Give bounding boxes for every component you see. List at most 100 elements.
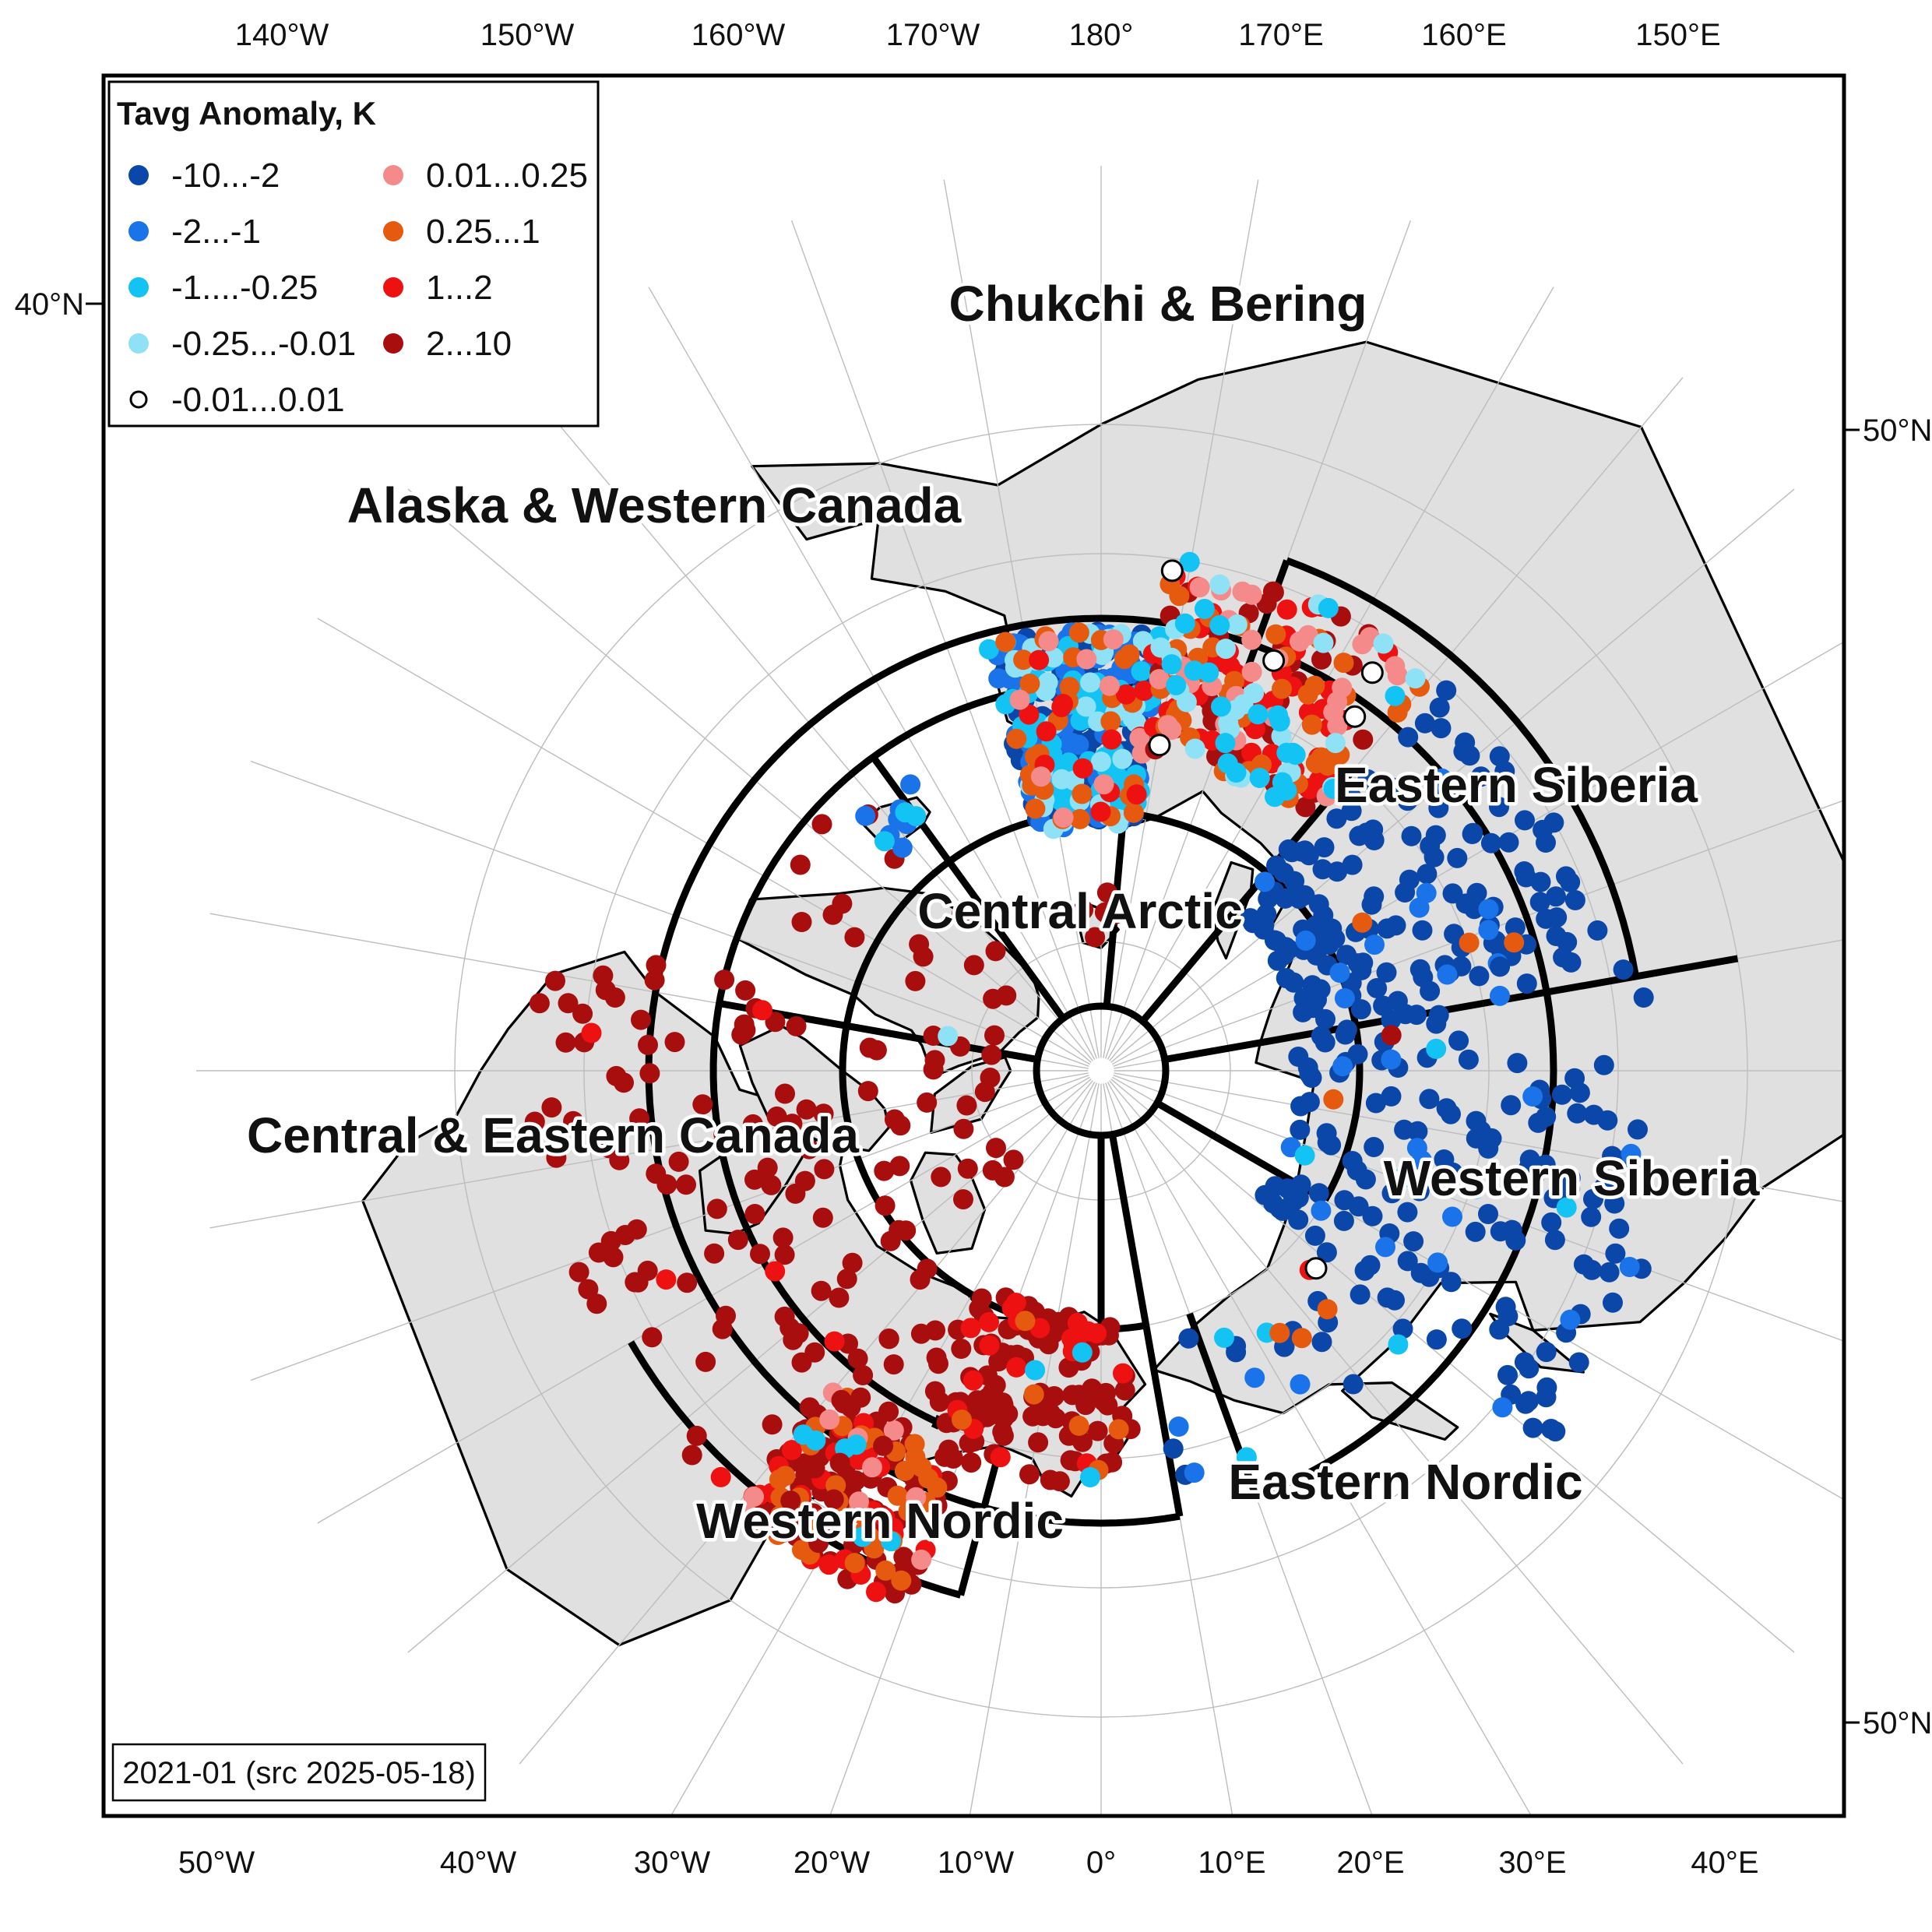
date-stamp-box	[111, 1743, 487, 1802]
station-point	[1515, 867, 1536, 888]
station-point	[875, 1195, 896, 1216]
station-point	[593, 965, 614, 986]
station-point	[1334, 988, 1355, 1008]
station-point	[1360, 661, 1384, 684]
station-point	[905, 970, 926, 991]
station-point	[1398, 727, 1419, 748]
station-point	[1444, 924, 1465, 945]
station-point	[962, 1370, 984, 1391]
station-point	[1431, 718, 1452, 739]
station-point	[1350, 1284, 1371, 1305]
station-point	[1556, 1197, 1577, 1218]
station-point	[765, 1261, 786, 1282]
station-point	[1605, 1243, 1626, 1264]
station-point	[1325, 733, 1346, 754]
station-point	[1323, 1089, 1344, 1110]
station-point	[1179, 551, 1200, 572]
station-point	[808, 1533, 829, 1554]
map-frame	[101, 73, 1846, 1818]
station-point	[971, 1288, 992, 1309]
meridian-line	[209, 1072, 1089, 1229]
station-point	[563, 1110, 584, 1131]
station-point	[1100, 711, 1121, 732]
station-point	[782, 1114, 803, 1135]
station-point	[992, 1392, 1013, 1413]
station-point	[731, 1024, 752, 1045]
meridian-line	[250, 760, 1089, 1067]
station-point	[1478, 1204, 1498, 1224]
station-point	[1276, 968, 1297, 989]
station-point	[900, 774, 921, 795]
station-point	[1085, 927, 1106, 948]
station-point	[1603, 1292, 1623, 1313]
station-points	[524, 551, 1654, 1604]
station-point	[1504, 932, 1525, 953]
legend-label: -0.01...0.01	[171, 381, 345, 419]
station-point	[1604, 1193, 1625, 1214]
station-point	[1609, 1218, 1630, 1239]
station-point	[1080, 1467, 1100, 1487]
station-point	[910, 1269, 931, 1290]
region-label-alaska: Alaska & Western Canada	[347, 477, 962, 533]
station-point	[1547, 907, 1568, 928]
legend-label: 0.01...0.25	[426, 157, 588, 195]
region-boundary	[1108, 1133, 1150, 1326]
meridian-line	[1107, 1082, 1533, 1816]
station-point	[1351, 959, 1372, 980]
station-point	[1442, 883, 1463, 904]
station-point	[862, 1457, 882, 1478]
station-point	[796, 1099, 817, 1120]
station-point	[677, 1272, 698, 1293]
station-point	[1025, 1360, 1046, 1381]
region-label-western-siberia: Western Siberia	[1384, 1150, 1760, 1206]
station-point	[1273, 862, 1294, 883]
station-point	[790, 854, 811, 875]
station-point	[961, 1452, 982, 1473]
station-point	[786, 1015, 807, 1036]
station-point	[1198, 662, 1219, 683]
station-point	[604, 987, 625, 1008]
station-point	[1150, 637, 1171, 658]
station-point	[1335, 1024, 1356, 1045]
station-point	[1265, 624, 1286, 645]
station-point	[1568, 1352, 1589, 1373]
station-point	[1348, 1196, 1369, 1217]
meridian-line	[1114, 1072, 1844, 1202]
station-point	[1564, 890, 1585, 910]
station-point	[1194, 599, 1215, 619]
station-point	[1441, 1103, 1461, 1124]
tick-top-180: 180°	[1069, 18, 1134, 52]
station-point	[1040, 1469, 1061, 1490]
station-point	[1262, 581, 1283, 602]
station-point	[524, 1111, 545, 1132]
station-point	[814, 1159, 835, 1180]
station-point	[1294, 1145, 1315, 1166]
station-point	[1466, 1110, 1487, 1131]
station-point	[1333, 1210, 1354, 1231]
station-point	[1019, 704, 1040, 725]
station-point	[646, 955, 667, 976]
station-point	[844, 1553, 865, 1574]
station-point	[953, 1189, 973, 1210]
station-point	[1518, 1391, 1539, 1412]
station-point	[1025, 798, 1046, 819]
station-point	[874, 831, 895, 852]
station-point	[979, 1311, 999, 1332]
station-point	[905, 1447, 926, 1468]
legend-box	[107, 80, 600, 428]
station-point	[1290, 1119, 1311, 1140]
station-point	[1249, 768, 1270, 788]
legend-swatch	[383, 277, 403, 297]
station-point	[995, 632, 1016, 653]
station-point	[891, 1570, 912, 1591]
station-point	[1269, 711, 1290, 732]
station-point	[906, 1487, 927, 1508]
station-point	[1178, 1328, 1199, 1349]
station-point	[545, 970, 565, 991]
station-point	[1271, 726, 1292, 747]
station-point	[1546, 926, 1567, 946]
station-point	[1391, 1168, 1412, 1189]
station-point	[1602, 1145, 1623, 1167]
station-point	[1184, 1462, 1205, 1483]
region-label-central-arctic: Central Arctic	[917, 883, 1242, 939]
